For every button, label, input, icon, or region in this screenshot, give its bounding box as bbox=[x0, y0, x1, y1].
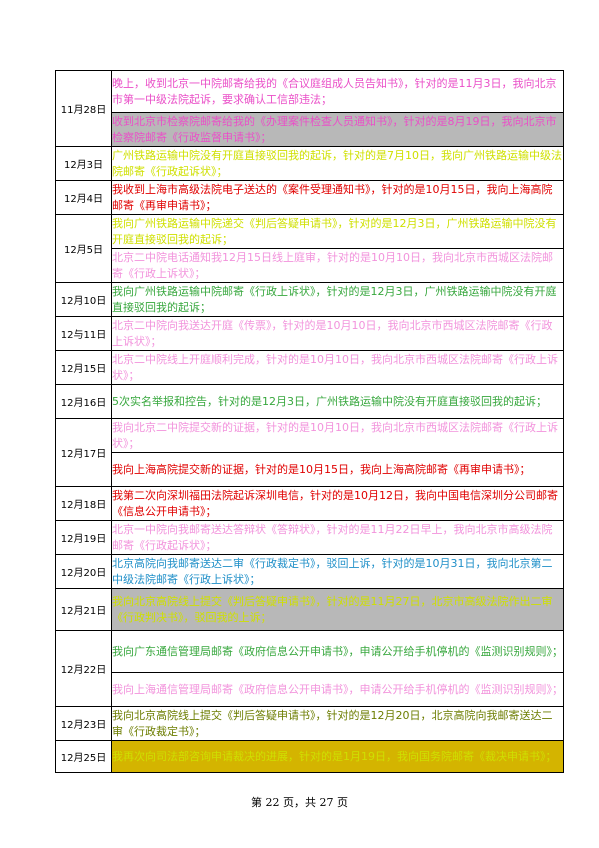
record-table: 11月28日 晚上，收到北京一中院邮寄给我的《合议庭组成人员告知书》，针对的是11… bbox=[55, 70, 564, 773]
page-footer: 第 22 页，共 27 页 bbox=[251, 796, 348, 809]
entry-cell: 我向广东通信管理局邮寄《政府信息公开申请书》，申请公开给手机停机的《监测识别规则… bbox=[111, 630, 564, 673]
date-cell: 12月15日 bbox=[55, 350, 112, 385]
table-row: 12月15日 北京二中院线上开庭顺利完成，针对的是10月10日，我向北京市西城区法… bbox=[55, 350, 564, 385]
entry-cell: 我收到上海市高级法院电子送达的《案件受理通知书》，针对的是10月15日，我向上海… bbox=[111, 180, 564, 215]
date-cell: 12月22日 bbox=[55, 630, 112, 707]
date-cell: 12月25日 bbox=[55, 740, 112, 773]
entry-cell: 我向广州铁路运输中院递交《判后答疑申请书》，针对的是12月3日，广州铁路运输中院… bbox=[111, 214, 564, 249]
table-row: 12月25日 我再次向司法部咨询申请裁决的进展，针对的是1月19日，我向国务院邮寄… bbox=[55, 740, 564, 773]
date-cell: 12月19日 bbox=[55, 520, 112, 555]
table-row: 12与11日 北京二中院向我送达开庭《传票》，针对的是10月10日，我向北京市西城… bbox=[55, 316, 564, 351]
entry-cell: 北京二中院向我送达开庭《传票》，针对的是10月10日，我向北京市西城区法院邮寄《… bbox=[111, 316, 564, 351]
table-row: 12月23日 我向北京高院线上提交《判后答疑申请书》，针对的是12月20日，北京高… bbox=[55, 706, 564, 741]
table-row: 12月21日 我向北京高院线上提交《判后答疑申请书》，针对的是11月27日，北京市… bbox=[55, 588, 564, 631]
date-cell: 12月10日 bbox=[55, 282, 112, 317]
table-row: 12月4日 我收到上海市高级法院电子送达的《案件受理通知书》，针对的是10月15日… bbox=[55, 180, 564, 215]
table-row: 11月28日 晚上，收到北京一中院邮寄给我的《合议庭组成人员告知书》，针对的是11… bbox=[55, 70, 564, 147]
entry-cell: 我向北京高院线上提交《判后答疑申请书》，针对的是11月27日，北京市高级法院作出… bbox=[111, 588, 564, 631]
date-cell: 12月4日 bbox=[55, 180, 112, 215]
entry-cell: 我再次向司法部咨询申请裁决的进展，针对的是1月19日，我向国务院邮寄《裁决申请书… bbox=[111, 740, 564, 773]
date-cell: 12月17日 bbox=[55, 418, 112, 487]
date-cell: 12月23日 bbox=[55, 706, 112, 741]
date-cell: 12月21日 bbox=[55, 588, 112, 631]
table-row: 12月20日 北京高院向我邮寄送达二审《行政裁定书》，驳回上诉，针对的是10月31… bbox=[55, 554, 564, 589]
table-row: 12月17日 我向北京二中院提交新的证据，针对的是10月10日，我向北京市西城区法… bbox=[55, 418, 564, 487]
entry-cell: 我向北京高院线上提交《判后答疑申请书》，针对的是12月20日，北京高院向我邮寄送… bbox=[111, 706, 564, 741]
entry-cell: 我向上海高院提交新的证据，针对的是10月15日，我向上海高院邮寄《再审申请书》； bbox=[111, 452, 564, 487]
table-row: 收到北京市检察院邮寄给我的《办理案件检查人员通知书》，针对的是8月19日，我向北… bbox=[56, 112, 564, 147]
table-row: 12月22日 我向广东通信管理局邮寄《政府信息公开申请书》，申请公开给手机停机的《… bbox=[55, 630, 564, 707]
table-row: 12月5日 我向广州铁路运输中院递交《判后答疑申请书》，针对的是12月3日，广州铁… bbox=[55, 214, 564, 283]
table-row: 我向上海高院提交新的证据，针对的是10月15日，我向上海高院邮寄《再审申请书》； bbox=[56, 452, 564, 487]
record-table-body: 11月28日 晚上，收到北京一中院邮寄给我的《合议庭组成人员告知书》，针对的是11… bbox=[55, 70, 564, 773]
table-row: 12月3日 广州铁路运输中院没有开庭直接驳回我的起诉，针对的是7月10日，我向广州… bbox=[55, 146, 564, 181]
entry-cell: 收到北京市检察院邮寄给我的《办理案件检查人员通知书》，针对的是8月19日，我向北… bbox=[111, 112, 564, 147]
table-row: 我向上海通信管理局邮寄《政府信息公开申请书》，申请公开给手机停机的《监测识别规则… bbox=[56, 672, 564, 707]
table-row: 12月16日 5次实名举报和控告，针对的是12月3日，广州铁路运输中院没有开庭直接… bbox=[55, 384, 564, 419]
date-cell: 12月18日 bbox=[55, 486, 112, 521]
entry-cell: 我向上海通信管理局邮寄《政府信息公开申请书》，申请公开给手机停机的《监测识别规则… bbox=[111, 672, 564, 707]
date-cell: 12与11日 bbox=[55, 316, 112, 351]
date-cell: 12月3日 bbox=[55, 146, 112, 181]
table-row: 12月18日 我第二次向深圳福田法院起诉深圳电信，针对的是10月12日，我向中国电… bbox=[55, 486, 564, 521]
entry-cell: 我向北京二中院提交新的证据，针对的是10月10日，我向北京市西城区法院邮寄《行政… bbox=[111, 418, 564, 453]
date-cell: 12月16日 bbox=[55, 384, 112, 419]
entry-cell: 北京一中院向我邮寄送达答辩状《答辩状》，针对的是11月22日早上，我向北京市高级… bbox=[111, 520, 564, 555]
entry-cell: 5次实名举报和控告，针对的是12月3日，广州铁路运输中院没有开庭直接驳回我的起诉… bbox=[111, 384, 564, 419]
date-cell: 11月28日 bbox=[55, 70, 112, 147]
entry-cell: 北京高院向我邮寄送达二审《行政裁定书》，驳回上诉，针对的是10月31日，我向北京… bbox=[111, 554, 564, 589]
entry-cell: 晚上，收到北京一中院邮寄给我的《合议庭组成人员告知书》，针对的是11月3日，我向… bbox=[111, 70, 564, 113]
entry-cell: 北京二中院电话通知我12月15日线上庭审，针对的是10月10日，我向北京市西城区… bbox=[111, 248, 564, 283]
entry-cell: 我第二次向深圳福田法院起诉深圳电信，针对的是10月12日，我向中国电信深圳分公司… bbox=[111, 486, 564, 521]
entry-cell: 广州铁路运输中院没有开庭直接驳回我的起诉，针对的是7月10日，我向广州铁路运输中… bbox=[111, 146, 564, 181]
table-row: 北京二中院电话通知我12月15日线上庭审，针对的是10月10日，我向北京市西城区… bbox=[56, 248, 564, 283]
entry-cell: 北京二中院线上开庭顺利完成，针对的是10月10日，我向北京市西城区法院邮寄《行政… bbox=[111, 350, 564, 385]
table-row: 12月19日 北京一中院向我邮寄送达答辩状《答辩状》，针对的是11月22日早上，我… bbox=[55, 520, 564, 555]
table-row: 12月10日 我向广州铁路运输中院邮寄《行政上诉状》，针对的是12月3日，广州铁路… bbox=[55, 282, 564, 317]
date-cell: 12月5日 bbox=[55, 214, 112, 283]
date-cell: 12月20日 bbox=[55, 554, 112, 589]
entry-cell: 我向广州铁路运输中院邮寄《行政上诉状》，针对的是12月3日，广州铁路运输中院没有… bbox=[111, 282, 564, 317]
